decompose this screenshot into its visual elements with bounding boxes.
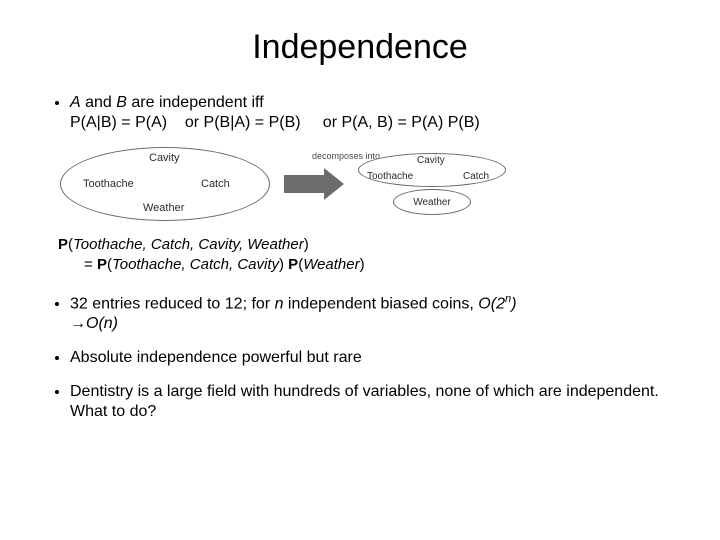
label-toothache: Toothache bbox=[83, 178, 134, 190]
bullet-dentistry: Dentistry is a large field with hundreds… bbox=[70, 382, 690, 422]
big-o-n: →O(n) bbox=[70, 315, 118, 332]
text: are independent iff bbox=[127, 94, 264, 111]
args: Toothache, Catch, Cavity, Weather bbox=[73, 236, 304, 253]
decomposed-stack: Cavity Toothache Catch Weather bbox=[358, 153, 506, 215]
label-toothache: Toothache bbox=[367, 171, 413, 182]
text: ) bbox=[360, 256, 365, 273]
var-b: B bbox=[116, 94, 127, 111]
text: and bbox=[81, 94, 117, 111]
p-symbol: P bbox=[288, 256, 298, 273]
label-weather: Weather bbox=[143, 202, 184, 214]
label-cavity: Cavity bbox=[417, 155, 445, 166]
big-o: O(2 bbox=[478, 295, 505, 312]
tcc-ellipse: Cavity Toothache Catch bbox=[358, 153, 506, 187]
bullet-rare: Absolute independence powerful but rare bbox=[70, 348, 690, 368]
bullet-list: A and B are independent iff P(A|B) = P(A… bbox=[30, 93, 690, 133]
bullet-independence-def: A and B are independent iff P(A|B) = P(A… bbox=[70, 93, 690, 133]
text: 32 entries reduced to 12; for bbox=[70, 295, 275, 312]
args: Toothache, Catch, Cavity bbox=[112, 256, 279, 273]
label-weather: Weather bbox=[413, 197, 451, 208]
weather-ellipse: Weather bbox=[393, 189, 471, 215]
slide-title: Independence bbox=[30, 28, 690, 67]
joint-factorization: P(Toothache, Catch, Cavity, Weather) = P… bbox=[58, 235, 690, 274]
prob-equation-line: P(A|B) = P(A) or P(B|A) = P(B) or P(A, B… bbox=[70, 114, 480, 131]
text: independent biased coins, bbox=[283, 295, 478, 312]
bullet-list-lower: 32 entries reduced to 12; for n independ… bbox=[30, 292, 690, 422]
close-paren: ) bbox=[511, 295, 516, 312]
var-a: A bbox=[70, 94, 81, 111]
p-symbol: P bbox=[97, 256, 107, 273]
bullet-entries-reduced: 32 entries reduced to 12; for n independ… bbox=[70, 292, 690, 334]
arrow-icon bbox=[284, 168, 344, 200]
label-catch: Catch bbox=[463, 171, 489, 182]
joint-ellipse: Cavity Toothache Catch Weather bbox=[60, 147, 270, 221]
p-symbol: P bbox=[58, 236, 68, 253]
text: ) bbox=[279, 256, 288, 273]
args: Weather bbox=[303, 256, 359, 273]
label-catch: Catch bbox=[201, 178, 230, 190]
text: = bbox=[84, 256, 97, 273]
text: ) bbox=[304, 236, 309, 253]
decomposition-diagram: Cavity Toothache Catch Weather decompose… bbox=[30, 147, 690, 221]
label-cavity: Cavity bbox=[149, 152, 180, 164]
